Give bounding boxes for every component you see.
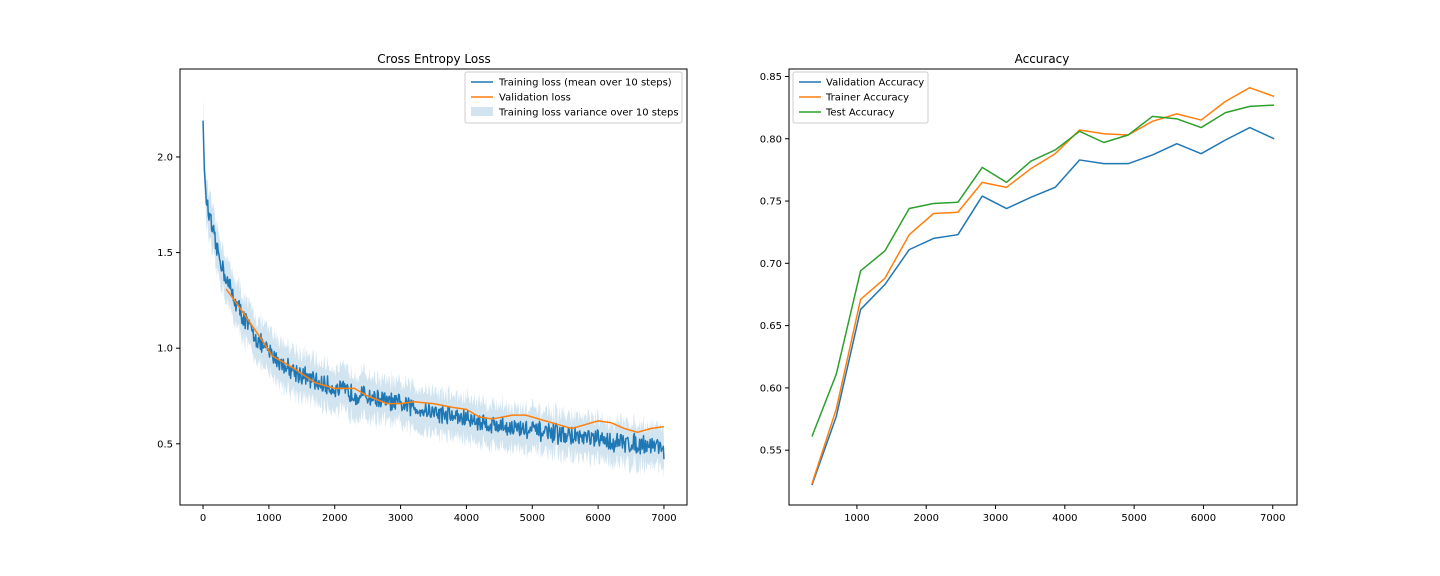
validation-loss-line xyxy=(225,288,665,434)
legend-label-validation-accuracy: Validation Accuracy xyxy=(826,78,924,89)
legend-label-trainer-accuracy: Trainer Accuracy xyxy=(825,93,909,104)
accuracy-y-tick-label: 0.70 xyxy=(760,259,782,270)
loss-y-tick-label: 0.5 xyxy=(157,439,173,450)
loss-x-tick-label: 6000 xyxy=(585,513,610,524)
loss-x-tick-label: 7000 xyxy=(651,513,676,524)
accuracy-y-tick-label: 0.65 xyxy=(760,321,782,332)
loss-x-axis: 0 1000 2000 3000 4000 5000 6000 7000 xyxy=(200,505,677,524)
training-loss-line xyxy=(202,120,665,460)
validation-accuracy-line xyxy=(811,126,1275,486)
loss-legend: Training loss (mean over 10 steps) Valid… xyxy=(464,71,683,124)
accuracy-chart: Accuracy 1000 2000 3000 4000 5000 6000 7000 0.… xyxy=(760,52,1298,524)
accuracy-y-tick-label: 0.80 xyxy=(760,134,782,145)
loss-chart-title: Cross Entropy Loss xyxy=(377,52,490,66)
loss-y-tick-label: 2.0 xyxy=(157,152,173,163)
loss-x-tick-label: 4000 xyxy=(454,513,479,524)
accuracy-x-axis: 1000 2000 3000 4000 5000 6000 7000 xyxy=(844,505,1285,524)
accuracy-chart-frame xyxy=(788,68,1298,506)
accuracy-x-tick-label: 4000 xyxy=(1052,513,1077,524)
accuracy-y-tick-label: 0.55 xyxy=(760,446,782,457)
loss-y-tick-label: 1.0 xyxy=(157,344,173,355)
loss-x-tick-label: 1000 xyxy=(256,513,281,524)
accuracy-x-tick-label: 1000 xyxy=(844,513,869,524)
loss-x-tick-label: 3000 xyxy=(388,513,413,524)
loss-y-axis: 0.5 1.0 1.5 2.0 xyxy=(157,152,180,450)
loss-x-tick-label: 2000 xyxy=(322,513,347,524)
legend-label-test-accuracy: Test Accuracy xyxy=(825,108,895,119)
legend-swatch-training-variance xyxy=(471,107,493,116)
test-accuracy-line xyxy=(811,104,1275,437)
legend-label-training-variance: Training loss variance over 10 steps xyxy=(498,108,679,119)
accuracy-x-tick-label: 7000 xyxy=(1260,513,1285,524)
trainer-accuracy-line xyxy=(811,86,1275,485)
loss-y-tick-label: 1.5 xyxy=(157,248,173,259)
accuracy-legend-box xyxy=(792,71,929,124)
loss-chart-frame xyxy=(179,68,688,506)
accuracy-y-axis: 0.55 0.60 0.65 0.70 0.75 0.80 0.85 xyxy=(760,72,789,457)
accuracy-y-tick-label: 0.75 xyxy=(760,197,782,208)
accuracy-x-tick-label: 2000 xyxy=(913,513,938,524)
accuracy-y-tick-label: 0.60 xyxy=(760,383,782,394)
accuracy-x-tick-label: 6000 xyxy=(1191,513,1216,524)
loss-x-tick-label: 5000 xyxy=(520,513,545,524)
accuracy-x-tick-label: 5000 xyxy=(1121,513,1146,524)
accuracy-chart-title: Accuracy xyxy=(1015,52,1070,66)
legend-label-training-loss: Training loss (mean over 10 steps) xyxy=(498,78,672,89)
loss-chart: Cross Entropy Loss 0 1000 2000 3000 4000 5000… xyxy=(157,52,688,524)
loss-lines-layer xyxy=(202,120,665,460)
accuracy-x-tick-label: 3000 xyxy=(983,513,1008,524)
loss-x-tick-label: 0 xyxy=(200,513,206,524)
legend-label-validation-loss: Validation loss xyxy=(499,93,571,104)
loss-legend-box xyxy=(464,71,683,124)
accuracy-lines-layer xyxy=(811,86,1275,486)
accuracy-y-tick-label: 0.85 xyxy=(760,72,782,83)
accuracy-legend: Validation Accuracy Trainer Accuracy Tes… xyxy=(792,71,929,124)
